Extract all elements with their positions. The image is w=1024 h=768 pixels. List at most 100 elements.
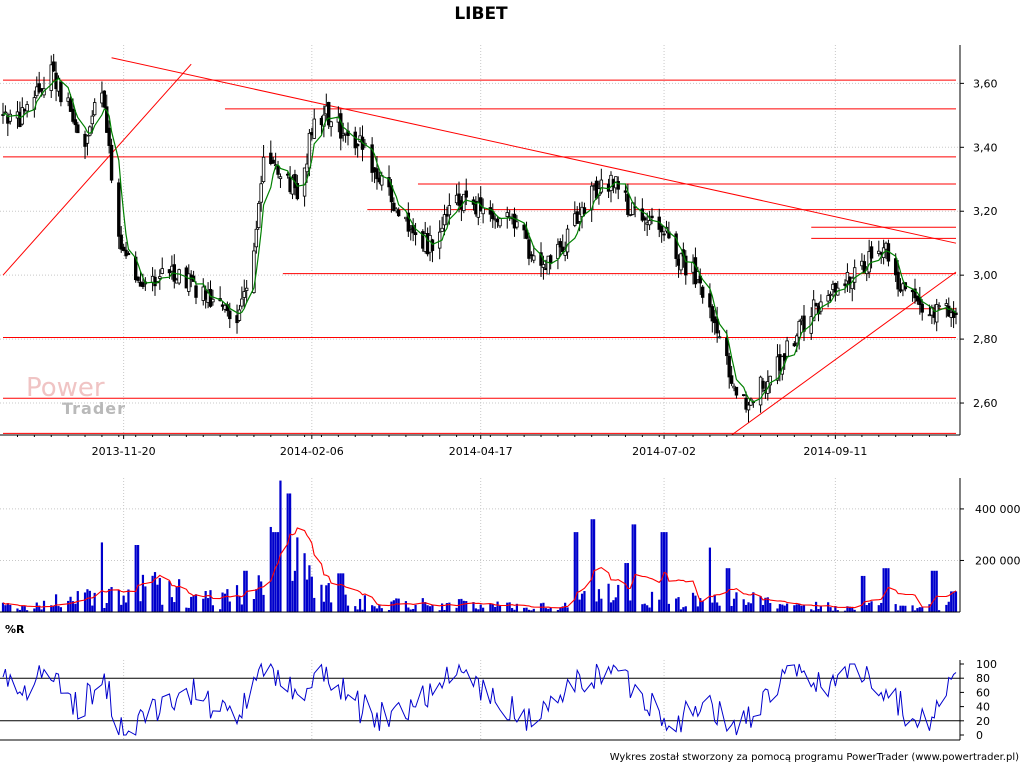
candle-body <box>295 183 300 200</box>
volume-bar <box>682 607 685 612</box>
volume-bar <box>168 581 171 612</box>
volume-bar <box>735 592 738 612</box>
volume-bar <box>665 532 668 612</box>
wr-tick-label: 60 <box>976 686 990 699</box>
volume-bar <box>489 603 492 612</box>
candle-body <box>650 215 654 219</box>
candle-body <box>852 267 857 283</box>
volume-tick-label: 400 000 <box>975 503 1021 516</box>
volume-bar <box>173 602 176 612</box>
candle-body <box>312 118 316 139</box>
candle-body <box>662 233 666 236</box>
candle-body <box>811 299 816 322</box>
volume-bar <box>868 602 871 612</box>
candle-body <box>327 101 331 126</box>
candle-body <box>708 293 712 308</box>
candle-body <box>375 168 379 180</box>
volume-bar <box>276 532 280 612</box>
candle-body <box>392 202 396 211</box>
volume-bar <box>363 595 366 612</box>
volume-bar <box>460 598 463 612</box>
williams-r-grid <box>0 677 960 722</box>
volume-bar <box>322 601 325 612</box>
volume-bar <box>170 597 173 612</box>
candle-body <box>242 291 246 298</box>
volume-bar <box>793 605 796 612</box>
candle-body <box>107 127 111 146</box>
volume-bar <box>913 610 917 612</box>
candle-body <box>717 336 722 339</box>
volume-bar <box>83 592 87 612</box>
price-y-axis: 3,60 3,40 3,20 3,00 2,80 2,60 <box>960 77 998 410</box>
volume-bar <box>583 591 586 612</box>
price-tick-label: 3,20 <box>973 205 998 218</box>
candle-body <box>515 221 519 228</box>
williams-r-label: %R <box>5 623 25 636</box>
price-tick-label: 2,80 <box>973 333 998 346</box>
volume-bar <box>194 594 198 612</box>
candle-body <box>758 376 763 406</box>
volume-bar <box>614 597 617 612</box>
volume-bar <box>479 604 482 612</box>
candle-body <box>828 293 833 296</box>
volume-bar <box>26 610 29 612</box>
volume-bar <box>110 587 113 612</box>
candle-body <box>616 181 620 190</box>
volume-bar <box>255 589 258 612</box>
volume-bar <box>91 605 94 612</box>
volume-bar <box>272 532 275 612</box>
volume-bar <box>409 609 412 612</box>
candle-body <box>785 340 789 357</box>
watermark-trader: Trader <box>62 399 126 418</box>
volume-bar <box>235 585 239 612</box>
candle-body <box>406 212 411 232</box>
candle-body <box>729 375 734 384</box>
candle-body <box>715 319 719 334</box>
candle-body <box>90 115 94 125</box>
candle-body <box>795 335 799 344</box>
candle-body <box>187 273 191 292</box>
volume-bar <box>880 602 883 612</box>
volume-bar <box>650 591 654 612</box>
candle-body <box>257 203 261 228</box>
date-tick-label: 2014-04-17 <box>449 445 513 458</box>
candle-body <box>71 108 75 122</box>
candle-body <box>539 252 543 266</box>
candle-body <box>457 193 461 206</box>
volume-bar <box>938 610 941 612</box>
candle-body <box>73 119 78 126</box>
volume-bar <box>108 588 111 612</box>
candle-body <box>647 220 652 226</box>
volume-bar <box>759 595 762 612</box>
candle-body <box>869 246 874 259</box>
candle-body <box>102 90 107 108</box>
volume-bar <box>646 605 649 612</box>
volume-bar <box>21 605 24 612</box>
volume-bar <box>354 606 357 612</box>
volume-bar <box>730 605 733 612</box>
candle-body <box>679 253 683 271</box>
volume-bar <box>725 568 728 612</box>
volume-bar <box>899 605 902 612</box>
volume-bar <box>153 572 157 612</box>
candle-body <box>269 152 273 164</box>
candle-body <box>68 98 73 112</box>
volume-bar <box>59 607 63 612</box>
volume-bar <box>260 581 263 612</box>
volume-bar <box>151 575 154 612</box>
volume-bar <box>40 609 43 612</box>
volume-bar <box>935 570 938 612</box>
candle-body <box>76 124 80 134</box>
volume-bar <box>786 603 789 612</box>
volume-bar <box>305 579 309 612</box>
volume-bar <box>1 602 5 612</box>
candle-body <box>244 287 249 291</box>
volume-bar <box>716 602 719 612</box>
candle-body <box>937 305 941 308</box>
volume-bar <box>834 605 837 612</box>
volume-bar <box>675 598 678 612</box>
candle-body <box>826 295 830 302</box>
volume-bar <box>947 601 950 612</box>
volume-bar <box>795 604 798 612</box>
volume-bar <box>634 524 637 612</box>
